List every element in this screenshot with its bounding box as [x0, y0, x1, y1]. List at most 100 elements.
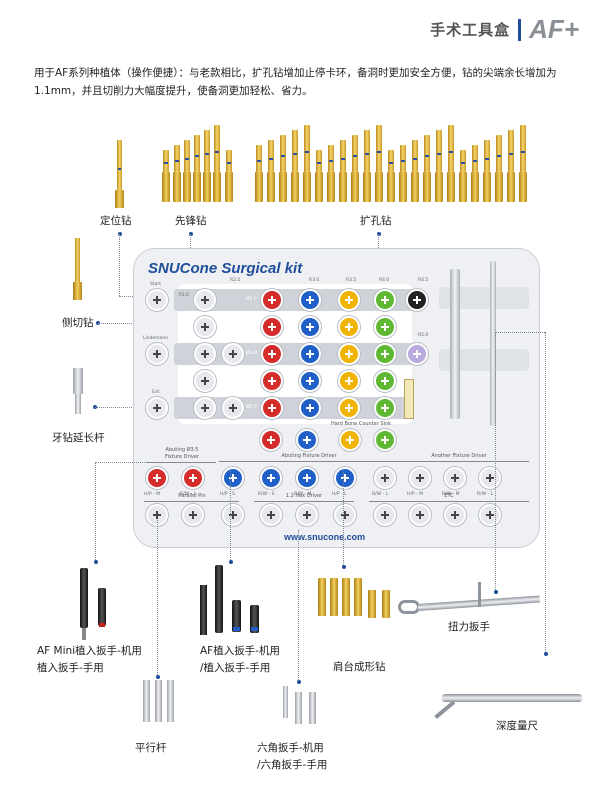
drill-bit-icon [412, 140, 418, 172]
abuting-fixture-driver-label: Abuting Fixture Driver [281, 453, 337, 459]
reamer-slot-green-3[interactable] [374, 343, 396, 365]
hard-bone-yellow[interactable] [339, 429, 361, 451]
reamer-slot-yellow-5[interactable] [338, 397, 360, 419]
lower-slot[interactable] [374, 504, 396, 526]
start-label: Start [150, 282, 161, 287]
pilot-slot-1[interactable] [194, 289, 216, 311]
reamer-slot-blue-5[interactable] [299, 397, 321, 419]
lindemann-drill-slot[interactable] [146, 343, 168, 365]
drill-shank-icon [507, 172, 515, 202]
p20-label: P2.0 [179, 293, 189, 298]
drill-bit-icon [194, 135, 200, 172]
hard-bone-blue[interactable] [296, 429, 318, 451]
pilot-slot-6[interactable] [194, 397, 216, 419]
drill-shank-icon [327, 172, 335, 202]
drill-shank-icon [173, 172, 181, 202]
reamer-slot-blue-1[interactable] [299, 289, 321, 311]
reamer-slot-blue-3[interactable] [299, 343, 321, 365]
lower-slot[interactable] [182, 504, 204, 526]
reamer-slot-yellow-1[interactable] [338, 289, 360, 311]
drill-bit-icon [304, 125, 310, 172]
locator-drill-image [117, 140, 122, 190]
reamer-slot-green-2[interactable] [374, 316, 396, 338]
driver-slot[interactable] [296, 467, 318, 489]
extension-slot[interactable] [146, 397, 168, 419]
diameter-label: Ø4.0 [246, 351, 257, 356]
lower-slot[interactable] [409, 504, 431, 526]
driver-slot[interactable] [222, 467, 244, 489]
fixture-driver-label: Fixture Driver [165, 454, 199, 460]
reamer-slot-green-5[interactable] [374, 397, 396, 419]
drill-shank-icon [351, 172, 359, 202]
driver-slot-label: R/W - L [372, 492, 389, 497]
pilot-slot-4[interactable] [222, 343, 244, 365]
pilot-slot-5[interactable] [194, 370, 216, 392]
hard-bone-red[interactable] [260, 429, 282, 451]
drill-shank-icon [399, 172, 407, 202]
lindemann-label: Lindemann [143, 336, 169, 341]
reamer-slot-yellow-4[interactable] [338, 370, 360, 392]
drill-bit-icon [364, 130, 370, 172]
drill-shank-icon [471, 172, 479, 202]
drill-shank-icon [363, 172, 371, 202]
drill-bit-icon [174, 145, 180, 172]
hard-bone-green[interactable] [374, 429, 396, 451]
label-drill-extension: 牙钻延长杆 [52, 432, 105, 444]
drill-bit-icon [376, 125, 382, 172]
driver-slot[interactable] [444, 467, 466, 489]
driver-slot-label: H/P - M [144, 492, 160, 497]
reamer-slot-blue-4[interactable] [299, 370, 321, 392]
diameter-label: Ø3.0 [246, 297, 257, 302]
lower-slot[interactable] [334, 504, 356, 526]
driver-slot[interactable] [334, 467, 356, 489]
label-depth-gauge: 深度量尺 [496, 720, 538, 732]
label-af-driver: AF植入扳手-机用 /植入扳手-手用 [200, 643, 280, 677]
reamer-slot-yellow-2[interactable] [338, 316, 360, 338]
pilot-slot-2[interactable] [194, 316, 216, 338]
drill-shank-icon [435, 172, 443, 202]
reamer-slot-yellow-3[interactable] [338, 343, 360, 365]
start-drill-slot[interactable] [146, 289, 168, 311]
drill-bit-icon [496, 135, 502, 172]
pilot-slot-3[interactable] [194, 343, 216, 365]
black-drill-slot[interactable] [406, 289, 428, 311]
r30-label: R3.0 [309, 278, 320, 283]
driver-slot[interactable] [182, 467, 204, 489]
driver-slot[interactable] [260, 467, 282, 489]
reamer-slot-red-2[interactable] [261, 316, 283, 338]
drill-bit-icon [388, 150, 394, 172]
purple-drill-slot[interactable] [406, 343, 428, 365]
drill-bit-icon [280, 135, 286, 172]
lower-slot[interactable] [296, 504, 318, 526]
reamer-slot-red-5[interactable] [261, 397, 283, 419]
reamer-slot-green-1[interactable] [374, 289, 396, 311]
reamer-slot-blue-2[interactable] [299, 316, 321, 338]
af-driver-line1: AF植入扳手-机用 [200, 645, 281, 657]
shoulder-drill-icon [368, 590, 376, 618]
driver-slot[interactable] [409, 467, 431, 489]
drill-bit-icon [340, 140, 346, 172]
lower-slot[interactable] [479, 504, 501, 526]
label-hex-driver: 六角扳手-机用 /六角扳手-手用 [257, 740, 327, 774]
hex-driver-line1: 六角扳手-机用 [257, 742, 324, 754]
drill-shank-icon [303, 172, 311, 202]
driver-slot-label: H/P - M [407, 492, 423, 497]
lower-slot[interactable] [444, 504, 466, 526]
drill-shank-icon [255, 172, 263, 202]
af-mini-driver-line2: 植入扳手-手用 [37, 662, 104, 674]
reamer-slot-red-3[interactable] [261, 343, 283, 365]
lower-slot[interactable] [260, 504, 282, 526]
diameter-label: Ø4.5 [246, 378, 257, 383]
pilot-slot-7[interactable] [222, 397, 244, 419]
drill-shank-icon [483, 172, 491, 202]
driver-slot[interactable] [479, 467, 501, 489]
driver-slot-label: R/W - L [180, 492, 197, 497]
driver-slot[interactable] [374, 467, 396, 489]
driver-slot[interactable] [146, 467, 168, 489]
reamer-slot-red-1[interactable] [261, 289, 283, 311]
page-header: 手术工具盒 AF+ [430, 14, 579, 45]
reamer-slot-green-4[interactable] [374, 370, 396, 392]
reamer-slot-red-4[interactable] [261, 370, 283, 392]
lower-slot[interactable] [222, 504, 244, 526]
af-mini-driver-line1: AF Mini植入扳手-机用 [37, 645, 142, 657]
